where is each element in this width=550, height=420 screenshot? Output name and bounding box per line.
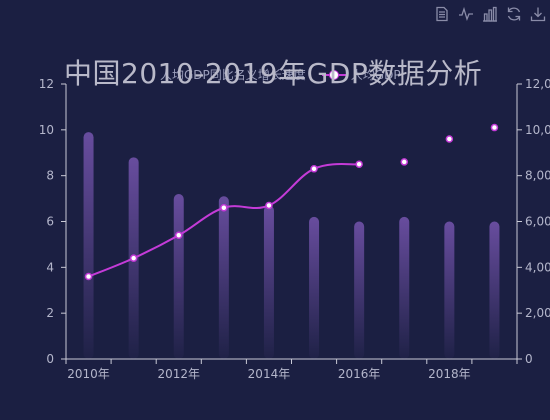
y-left-tick-label: 8 (46, 169, 54, 183)
x-tick-label: 2010年 (67, 367, 110, 381)
bar[interactable] (354, 221, 365, 360)
y-right-tick-label: 2,000 (525, 306, 550, 320)
gdp-line-point[interactable] (400, 158, 408, 166)
y-right-tick-label: 4,000 (525, 260, 550, 274)
gdp-line-point[interactable] (310, 165, 318, 173)
y-left-tick-label: 4 (46, 260, 54, 274)
bar[interactable] (399, 216, 410, 359)
bar-chart-icon[interactable] (482, 6, 498, 22)
x-tick-label: 2018年 (428, 367, 471, 381)
gdp-line-point[interactable] (84, 272, 93, 281)
legend-item-growth[interactable]: 人均GDP同比名义增长速度 (160, 66, 306, 83)
bar[interactable] (173, 194, 184, 359)
y-right-tick-label: 10,000 (525, 123, 550, 137)
x-tick-label: 2012年 (157, 367, 200, 381)
x-tick-label: 2016年 (338, 367, 381, 381)
toolbox (434, 6, 546, 22)
restore-icon[interactable] (506, 6, 522, 22)
gdp-line-point[interactable] (220, 204, 228, 212)
line-chart-icon[interactable] (458, 6, 474, 22)
bar[interactable] (263, 205, 274, 359)
gdp-line-point[interactable] (445, 135, 454, 143)
y-left-tick-label: 6 (46, 215, 54, 229)
gdp-line-point[interactable] (490, 123, 499, 132)
legend-item-gdp[interactable]: 人均GDP (321, 66, 401, 83)
y-left-tick-label: 12 (39, 77, 54, 91)
gdp-line-point[interactable] (265, 201, 273, 210)
bar[interactable] (218, 196, 229, 359)
y-right-tick-label: 6,000 (525, 215, 550, 229)
gdp-line-point[interactable] (355, 160, 363, 168)
legend-label-gdp: 人均GDP (350, 68, 401, 82)
gdp-line-point[interactable] (175, 231, 183, 239)
y-left-tick-label: 10 (39, 123, 54, 137)
bar[interactable] (83, 132, 94, 359)
y-left-tick-label: 0 (46, 352, 54, 366)
y-right-tick-label: 12,000 (525, 77, 550, 91)
y-right-tick-label: 8,000 (525, 169, 550, 183)
bar[interactable] (444, 221, 455, 360)
bar[interactable] (489, 221, 500, 360)
y-right-tick-label: 0 (525, 352, 533, 366)
gdp-line-point[interactable] (129, 254, 138, 262)
data-view-icon[interactable] (434, 6, 450, 22)
chart-title: 中国2010-2019年GDP数据分析 (64, 57, 483, 90)
x-tick-label: 2014年 (248, 367, 291, 381)
legend-line-marker (321, 69, 346, 81)
y-left-tick-label: 2 (46, 306, 54, 320)
save-image-icon[interactable] (530, 6, 546, 22)
legend-label-growth: 人均GDP同比名义增长速度 (160, 68, 306, 82)
bar[interactable] (309, 216, 320, 359)
legend: 人均GDP同比名义增长速度 人均GDP (160, 66, 401, 83)
